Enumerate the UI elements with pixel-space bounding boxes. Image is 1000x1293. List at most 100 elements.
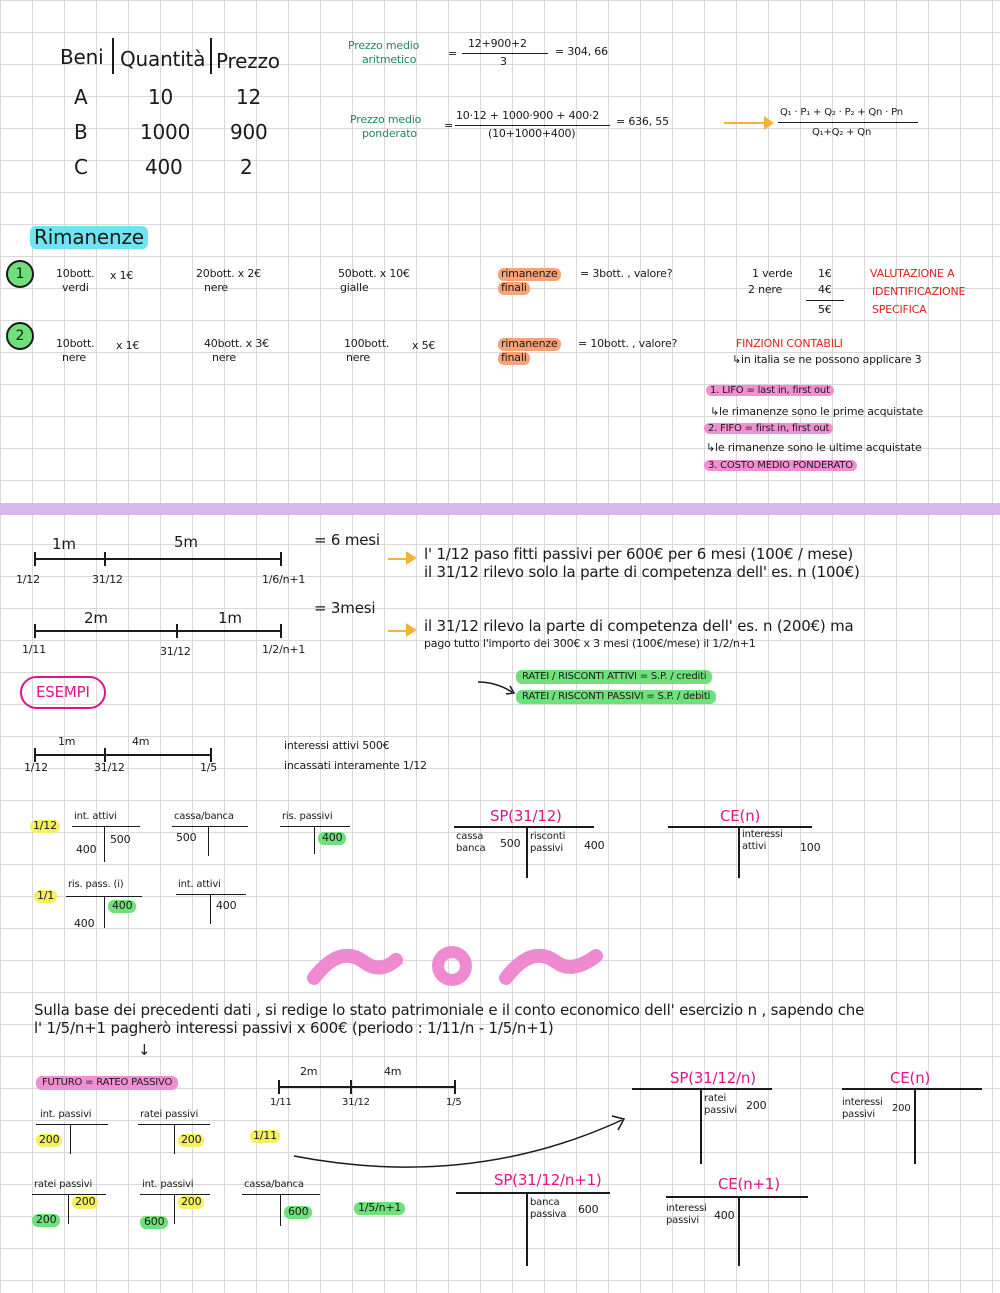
acc3-sp-r2: passivi (704, 1105, 737, 1116)
t4-d3: 1/5 (446, 1097, 462, 1108)
acc4-t2-right: 200 (178, 1195, 205, 1209)
t1-seg1: 1m (52, 535, 76, 553)
ex2-item1-price: x 1€ (116, 339, 140, 352)
t3-line2: incassati interamente 1/12 (284, 759, 427, 772)
avg-weighted-label1: Prezzo medio (350, 113, 422, 126)
acc4-sp-r2: passiva (530, 1209, 567, 1220)
row-b-bene: B (74, 120, 88, 144)
arrow-right-icon (764, 116, 774, 130)
row-a-quantita: 10 (148, 85, 174, 109)
problem-line2: l' 1/5/n+1 pagherò interessi passivi x 6… (34, 1019, 554, 1037)
method-cmp-label: 3. COSTO MEDIO PONDERATO (704, 460, 857, 471)
acc1-date: 1/12 (30, 819, 60, 833)
t1-d1: 1/12 (16, 573, 40, 586)
down-arrow-icon: ↓ (138, 1041, 151, 1059)
ex1-badge2: finali (498, 281, 530, 295)
acc1-t2-left: 500 (176, 831, 197, 844)
acc1-sp-lv: 500 (500, 837, 521, 850)
header-quantita: Quantità (120, 47, 206, 71)
ex2-question: = 10bott. , valore? (578, 337, 678, 350)
acc1-t3-right: 400 (318, 831, 347, 845)
ex1-method-3: SPECIFICA (872, 303, 927, 316)
row-c-bene: C (74, 155, 88, 179)
acc2-t2-title: int. attivi (178, 879, 221, 890)
row-a-bene: A (74, 85, 88, 109)
ex2-item3-a: 100bott. (344, 337, 390, 350)
ex1-item1-b: verdi (62, 281, 89, 294)
t1-d2: 31/12 (92, 573, 123, 586)
t1-d3: 1/6/n+1 (262, 573, 306, 586)
t2-seg1: 2m (84, 609, 108, 627)
acc2-t1-title: ris. pass. (i) (68, 879, 124, 890)
acc4-sp-r1: banca (530, 1197, 560, 1208)
acc3-sp-r1: ratei (704, 1093, 727, 1104)
acc4-t2-title: int. passivi (142, 1179, 194, 1190)
t4-d2: 31/12 (342, 1097, 370, 1108)
acc4-date: 1/5/n+1 (354, 1201, 406, 1215)
decorative-squiggle (307, 946, 603, 986)
problem-line1: Sulla base dei precedenti dati , si redi… (34, 1001, 865, 1019)
acc1-t3-title: ris. passivi (282, 811, 333, 822)
acc1-t2-title: cassa/banca (174, 811, 234, 822)
acc1-t1-right: 500 (110, 833, 131, 846)
futuro-label: FUTURO = RATEO PASSIVO (36, 1076, 179, 1090)
t3-d3: 1/5 (200, 761, 218, 774)
acc1-ce-title: CE(n) (720, 807, 761, 825)
avg-arith-den: 3 (500, 55, 507, 68)
t4-d1: 1/11 (270, 1097, 292, 1108)
acc4-t3-right: 600 (284, 1205, 313, 1219)
t3-line1: interessi attivi 500€ (284, 739, 390, 752)
t2-seg2: 1m (218, 609, 242, 627)
ex1-item3-a: 50bott. x 10€ (338, 267, 410, 280)
method-lifo-note: ↳le rimanenze sono le prime acquistate (710, 405, 923, 418)
t4-seg2: 4m (384, 1065, 402, 1078)
acc1-sp-l2: banca (456, 843, 486, 854)
ex2-item2-a: 40bott. x 3€ (204, 337, 269, 350)
ex1-item1-a: 10bott. (56, 267, 95, 280)
t2-d3: 1/2/n+1 (262, 643, 306, 656)
ex1-calc1-v: 1€ (818, 267, 832, 280)
ex1-calc2-q: 2 nere (748, 283, 783, 296)
t3-seg1: 1m (58, 735, 76, 748)
ex2-item1-b: nere (62, 351, 86, 364)
acc4-t1-left: 200 (32, 1213, 61, 1227)
ex2-badge2: finali (498, 351, 530, 365)
t4-seg1: 2m (300, 1065, 318, 1078)
acc1-ce-r1: interessi (742, 829, 783, 840)
ex1-item3-b: gialle (340, 281, 369, 294)
acc3-t1-left: 200 (36, 1133, 63, 1147)
ex1-item1-price: x 1€ (110, 269, 134, 282)
avg-arith-num: 12+900+2 (468, 37, 527, 50)
acc3-sp-rv: 200 (746, 1099, 767, 1112)
acc3-t2-title: ratei passivi (140, 1109, 199, 1120)
formula-num: Q₁ · P₁ + Q₂ · P₂ + Qn · Pn (780, 107, 903, 118)
header-beni: Beni (60, 45, 104, 69)
ex1-calc1-q: 1 verde (752, 267, 793, 280)
acc3-t1-title: int. passivi (40, 1109, 92, 1120)
acc4-t1-title: ratei passivi (34, 1179, 93, 1190)
ex1-item2-b: nere (204, 281, 228, 294)
acc3-sp-title: SP(31/12/n) (670, 1069, 756, 1087)
t2-total: = 3mesi (314, 599, 376, 617)
row-c-quantita: 400 (145, 155, 183, 179)
acc4-sp-title: SP(31/12/n+1) (494, 1171, 602, 1189)
row-a-prezzo: 12 (236, 85, 262, 109)
t1-line2: il 31/12 rilevo solo la parte di compete… (424, 563, 860, 581)
fictions-note: ↳in italia se ne possono applicare 3 (732, 353, 922, 366)
ex1-method-2: IDENTIFICAZIONE (872, 285, 966, 298)
acc1-t1-title: int. attivi (74, 811, 117, 822)
avg-arith-label1: Prezzo medio (348, 39, 420, 52)
ratei-attivi: RATEI / RISCONTI ATTIVI = S.P. / crediti (516, 670, 713, 684)
acc1-sp-l1: cassa (456, 831, 484, 842)
t1-line1: l' 1/12 paso fitti passivi per 600€ per … (424, 545, 854, 563)
acc3-ce-title: CE(n) (890, 1069, 931, 1087)
avg-arith-eq: = (448, 47, 458, 60)
ex1-method-1: VALUTAZIONE A (870, 267, 955, 280)
ex1-question: = 3bott. , valore? (580, 267, 673, 280)
acc2-t2-right: 400 (216, 899, 237, 912)
acc1-sp-r1: risconti (530, 831, 566, 842)
ratei-passivi: RATEI / RISCONTI PASSIVI = S.P. / debiti (516, 690, 717, 704)
header-prezzo: Prezzo (216, 49, 280, 73)
acc4-t3-title: cassa/banca (244, 1179, 304, 1190)
t3-d2: 31/12 (94, 761, 125, 774)
